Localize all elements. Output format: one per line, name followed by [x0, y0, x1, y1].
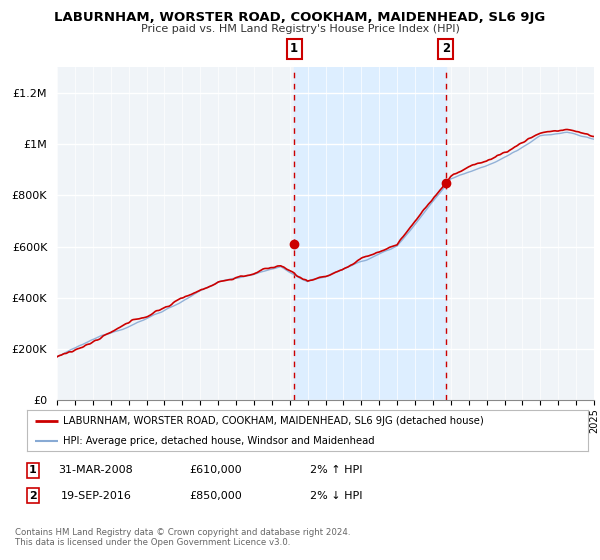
Text: £610,000: £610,000 [190, 465, 242, 475]
Text: 2: 2 [29, 491, 37, 501]
Text: 31-MAR-2008: 31-MAR-2008 [59, 465, 133, 475]
Text: £850,000: £850,000 [190, 491, 242, 501]
Bar [294, 67, 446, 400]
Text: Contains HM Land Registry data © Crown copyright and database right 2024.
This d: Contains HM Land Registry data © Crown c… [15, 528, 350, 547]
Text: Price paid vs. HM Land Registry's House Price Index (HPI): Price paid vs. HM Land Registry's House … [140, 24, 460, 34]
Text: LABURNHAM, WORSTER ROAD, COOKHAM, MAIDENHEAD, SL6 9JG (detached house): LABURNHAM, WORSTER ROAD, COOKHAM, MAIDEN… [64, 416, 484, 426]
Text: HPI: Average price, detached house, Windsor and Maidenhead: HPI: Average price, detached house, Wind… [64, 436, 375, 446]
Text: 2% ↓ HPI: 2% ↓ HPI [310, 491, 362, 501]
Text: 2% ↑ HPI: 2% ↑ HPI [310, 465, 362, 475]
Text: LABURNHAM, WORSTER ROAD, COOKHAM, MAIDENHEAD, SL6 9JG: LABURNHAM, WORSTER ROAD, COOKHAM, MAIDEN… [55, 11, 545, 24]
Text: 1: 1 [290, 42, 298, 55]
Text: 19-SEP-2016: 19-SEP-2016 [61, 491, 131, 501]
Text: 2: 2 [442, 42, 450, 55]
Text: 1: 1 [29, 465, 37, 475]
